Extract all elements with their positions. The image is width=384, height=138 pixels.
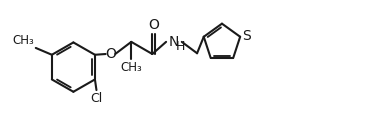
Text: S: S xyxy=(242,29,251,43)
Text: Cl: Cl xyxy=(90,92,103,105)
Text: N: N xyxy=(168,35,179,49)
Text: CH₃: CH₃ xyxy=(13,34,34,47)
Text: O: O xyxy=(105,47,116,61)
Text: CH₃: CH₃ xyxy=(121,61,142,74)
Text: H: H xyxy=(175,40,185,53)
Text: O: O xyxy=(148,18,159,32)
